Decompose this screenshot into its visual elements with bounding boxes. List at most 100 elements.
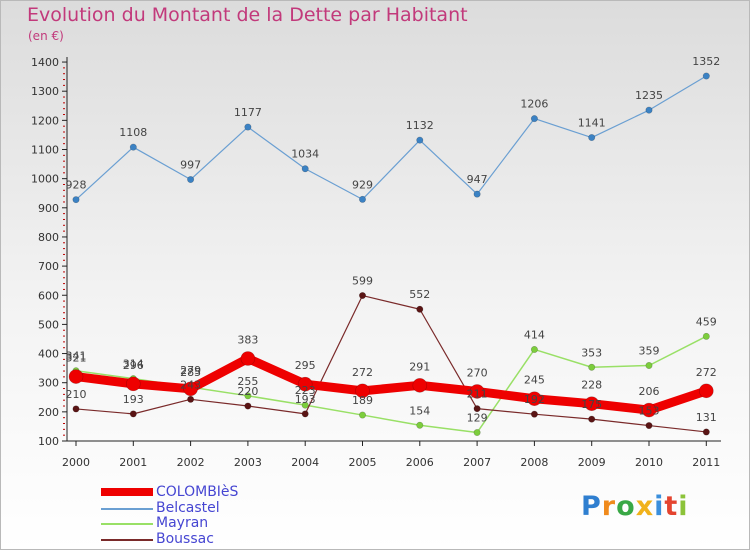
data-point-belcastel [473, 190, 481, 198]
data-label-belcastel: 1132 [406, 119, 434, 132]
x-tick-label: 2006 [406, 456, 434, 469]
data-point-mayran [416, 421, 424, 429]
x-tick-label: 2002 [177, 456, 205, 469]
data-point-colombis [126, 376, 141, 392]
legend-swatch-colombies [101, 488, 153, 496]
data-point-colombis [183, 381, 198, 397]
data-point-colombis [412, 378, 428, 393]
y-tick-label: 600 [38, 289, 59, 302]
data-label-boussac: 211 [467, 388, 488, 401]
data-label-mayran: 459 [696, 315, 717, 328]
data-label-belcastel: 1206 [520, 98, 548, 111]
data-label-colombis: 228 [581, 379, 602, 392]
data-point-mayran [530, 345, 538, 353]
data-point-boussac [244, 402, 252, 410]
data-label-colombis: 272 [696, 366, 717, 379]
data-label-mayran: 359 [639, 345, 660, 358]
data-label-colombis: 272 [352, 366, 373, 379]
data-label-colombis: 383 [237, 334, 258, 347]
x-tick-label: 2004 [291, 456, 319, 469]
data-label-boussac: 220 [237, 385, 258, 398]
data-point-belcastel [129, 143, 137, 151]
series-colombis [68, 351, 714, 418]
data-point-mayran [588, 363, 596, 371]
data-label-mayran: 314 [123, 358, 144, 371]
x-tick-label: 2003 [234, 456, 262, 469]
data-label-belcastel: 1352 [692, 55, 720, 68]
series-line-belcastel [75, 75, 707, 201]
y-tick-label: 800 [38, 231, 59, 244]
series-belcastel [72, 72, 710, 204]
data-label-belcastel: 1177 [234, 106, 262, 119]
data-point-belcastel [530, 115, 538, 123]
chart-unit: (en €) [28, 29, 64, 43]
x-tick-label: 2011 [692, 456, 720, 469]
legend-swatch-belcastel [101, 507, 153, 510]
data-point-colombis [469, 384, 485, 399]
data-label-colombis: 270 [467, 366, 488, 379]
x-tick-label: 2005 [349, 456, 377, 469]
data-point-colombis [355, 383, 370, 399]
data-label-colombis: 206 [639, 385, 660, 398]
data-point-boussac [530, 410, 538, 418]
legend-label-colombies: COLOMBIèS [156, 484, 239, 500]
data-label-boussac: 210 [66, 388, 87, 401]
data-point-belcastel [244, 123, 252, 131]
data-label-belcastel: 997 [180, 159, 201, 172]
data-point-mayran [358, 411, 366, 419]
data-label-boussac: 193 [123, 393, 144, 406]
data-point-colombis [698, 383, 714, 399]
data-point-belcastel [72, 196, 80, 204]
data-label-colombis: 321 [66, 352, 87, 365]
data-point-colombis [641, 402, 657, 418]
legend-label-mayran: Mayran [156, 515, 209, 531]
data-point-belcastel [588, 134, 596, 142]
x-tick-label: 2010 [635, 456, 663, 469]
series-line-boussac [75, 294, 707, 433]
data-point-boussac [473, 405, 481, 413]
y-tick-label: 1300 [31, 85, 59, 98]
data-label-belcastel: 1034 [291, 148, 319, 161]
data-label-boussac: 193 [295, 393, 316, 406]
x-tick-label: 2008 [520, 456, 548, 469]
y-tick-label: 1200 [31, 114, 59, 127]
legend-swatch-boussac [101, 538, 153, 541]
x-tick-label: 2007 [463, 456, 491, 469]
y-tick-label: 1100 [31, 144, 59, 157]
series-line-colombis [71, 354, 711, 415]
data-label-colombis: 296 [123, 359, 144, 372]
data-label-belcastel: 947 [467, 173, 488, 186]
data-point-belcastel [187, 176, 195, 184]
y-tick-label: 400 [38, 348, 59, 361]
data-point-boussac [187, 395, 195, 403]
data-label-boussac: 175 [581, 398, 602, 411]
data-label-mayran: 129 [467, 412, 488, 425]
y-tick-label: 700 [38, 260, 59, 273]
data-point-colombis [240, 351, 256, 366]
data-label-colombis: 279 [180, 364, 201, 377]
data-label-mayran: 189 [352, 394, 373, 407]
data-point-belcastel [358, 195, 366, 203]
legend-swatch-mayran [101, 523, 153, 525]
data-point-boussac [358, 292, 366, 300]
data-point-mayran [702, 332, 710, 340]
data-point-colombis [527, 391, 542, 407]
data-label-belcastel: 928 [66, 179, 87, 192]
data-label-mayran: 353 [581, 346, 602, 359]
y-tick-label: 300 [38, 377, 59, 390]
data-point-colombis [297, 376, 313, 392]
chart-title: Evolution du Montant de la Dette par Hab… [27, 4, 468, 26]
data-label-colombis: 245 [524, 374, 545, 387]
series-boussac [72, 292, 710, 436]
y-ticks: 100 200 300 400 500 600 700 800 900 1000 1100 1200 1… [31, 56, 67, 448]
legend-label-boussac: Boussac [156, 530, 214, 547]
data-point-boussac [301, 410, 309, 418]
data-point-colombis [584, 396, 600, 411]
data-label-mayran: 223 [295, 384, 316, 397]
x-ticks: 2000 2001 2002 2003 2004 2005 2006 2007 2008 2009… [62, 441, 720, 469]
data-point-belcastel [416, 136, 424, 144]
data-label-belcastel: 1235 [635, 89, 663, 102]
data-label-boussac: 552 [409, 288, 430, 301]
